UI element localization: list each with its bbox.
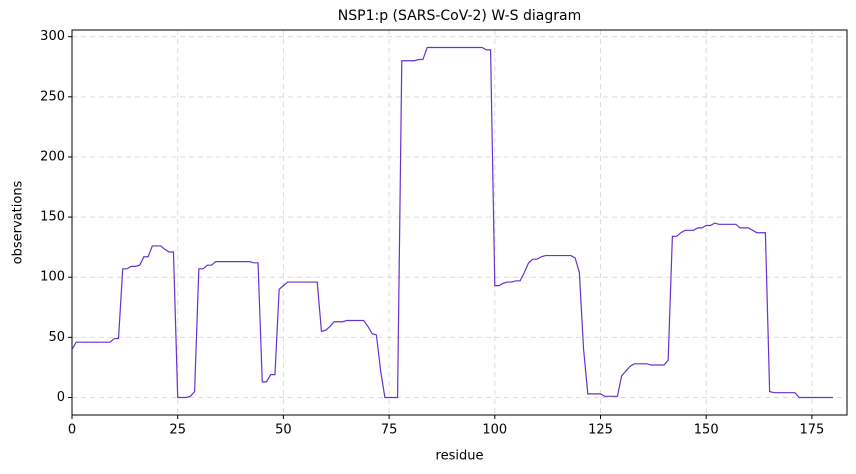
y-axis-label: observations — [11, 180, 26, 264]
x-tick-label: 0 — [68, 423, 76, 438]
data-line — [71, 46, 834, 399]
chart-title: NSP1:p (SARS-CoV-2) W-S diagram — [338, 8, 581, 24]
x-tick-label: 150 — [694, 423, 719, 438]
y-tick-label: 250 — [40, 89, 65, 104]
x-tick-label: 50 — [275, 423, 292, 438]
y-tick-label: 50 — [48, 330, 65, 345]
y-tick-label: 200 — [40, 149, 65, 164]
x-tick-label: 25 — [169, 423, 186, 438]
x-tick-label: 75 — [381, 423, 398, 438]
plot-frame — [71, 29, 848, 416]
y-tick-label: 300 — [40, 29, 65, 44]
y-tick-label: 150 — [40, 210, 65, 225]
x-tick-label: 125 — [588, 423, 613, 438]
x-axis-label: residue — [436, 449, 484, 464]
x-tick-label: 100 — [482, 423, 507, 438]
y-tick-label: 0 — [57, 390, 65, 405]
y-tick-label: 100 — [40, 270, 65, 285]
x-tick-label: 175 — [799, 423, 824, 438]
